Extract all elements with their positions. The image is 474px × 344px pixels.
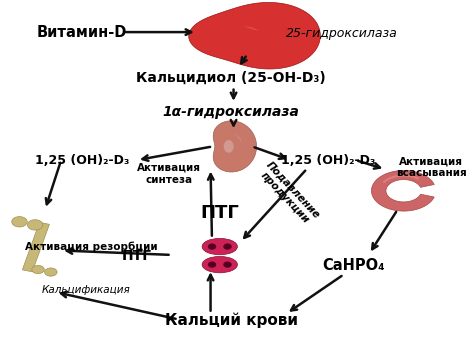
Text: Подавление
продукции: Подавление продукции bbox=[255, 160, 322, 228]
Text: CaHPO₄: CaHPO₄ bbox=[322, 258, 384, 273]
Ellipse shape bbox=[208, 261, 216, 268]
Ellipse shape bbox=[45, 268, 57, 276]
Polygon shape bbox=[244, 26, 258, 31]
Text: 1α-гидроксилаза: 1α-гидроксилаза bbox=[163, 105, 300, 119]
Text: ПТГ: ПТГ bbox=[201, 204, 239, 222]
Polygon shape bbox=[372, 171, 434, 211]
Ellipse shape bbox=[202, 256, 237, 273]
Ellipse shape bbox=[12, 217, 27, 227]
Ellipse shape bbox=[223, 244, 232, 250]
Text: 1,25 (ОН)₂-D₃: 1,25 (ОН)₂-D₃ bbox=[35, 153, 129, 166]
Ellipse shape bbox=[27, 220, 43, 230]
Text: 1,25 (ОН)₂-D₃: 1,25 (ОН)₂-D₃ bbox=[281, 153, 375, 166]
Text: Кальцидиол (25-OH-D₃): Кальцидиол (25-OH-D₃) bbox=[137, 71, 326, 85]
Text: Активация
синтеза: Активация синтеза bbox=[137, 163, 201, 184]
Text: 25-гидроксилаза: 25-гидроксилаза bbox=[286, 27, 398, 40]
Polygon shape bbox=[189, 2, 320, 69]
Text: Кальций крови: Кальций крови bbox=[165, 313, 298, 328]
Ellipse shape bbox=[223, 261, 232, 268]
Polygon shape bbox=[236, 135, 242, 143]
Text: Активация
всасывания: Активация всасывания bbox=[396, 156, 466, 178]
Text: Кальцификация: Кальцификация bbox=[42, 285, 131, 295]
Polygon shape bbox=[213, 121, 256, 172]
Ellipse shape bbox=[208, 244, 216, 250]
Text: Активация резорбции: Активация резорбции bbox=[25, 242, 157, 252]
Ellipse shape bbox=[202, 238, 237, 255]
Ellipse shape bbox=[224, 140, 234, 153]
Polygon shape bbox=[22, 222, 49, 272]
Text: ПТГ: ПТГ bbox=[122, 249, 152, 262]
Ellipse shape bbox=[32, 266, 44, 273]
Text: Витамин-D: Витамин-D bbox=[36, 25, 127, 40]
